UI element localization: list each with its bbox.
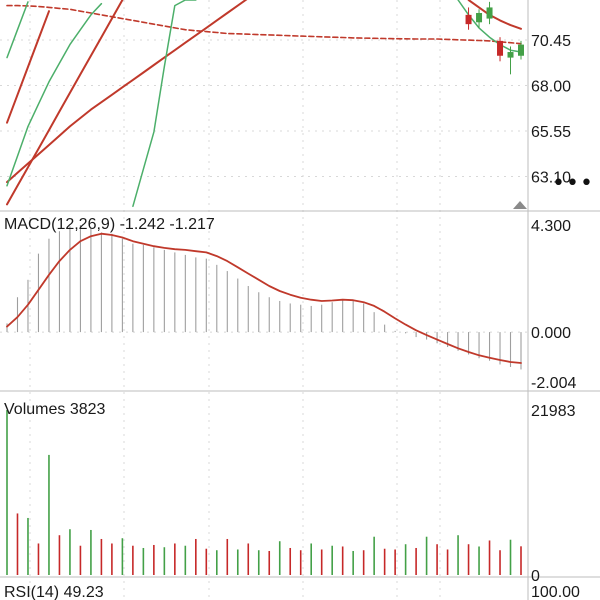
price-series-line: [6, 0, 124, 206]
macd-tick-label: -2.004: [531, 375, 576, 392]
collapse-panel-icon[interactable]: [513, 201, 527, 209]
price-tick-label: 68.00: [531, 78, 571, 95]
macd-tick-label: 4.300: [531, 218, 571, 235]
candle-body: [476, 13, 483, 23]
volume-title: Volumes 3823: [4, 401, 106, 418]
volume-tick-label: 21983: [531, 403, 576, 420]
price-series-line: [132, 0, 197, 208]
price-series-line: [6, 1, 29, 59]
price-series-line: [6, 2, 103, 187]
candle-body: [507, 52, 514, 58]
price-panel: [6, 0, 524, 208]
rsi-tick-label: 100.00: [531, 584, 580, 600]
candle-body: [518, 44, 524, 56]
price-tick-label: 65.55: [531, 124, 571, 141]
series-layer: [6, 0, 524, 575]
rsi-title: RSI(14) 49.23: [4, 584, 104, 600]
volume-tick-label: 0: [531, 568, 540, 585]
price-series-line: [6, 10, 50, 124]
more-horizontal-icon[interactable]: •••: [552, 171, 594, 196]
price-tick-label: 63.10: [531, 170, 571, 187]
macd-line: [6, 232, 522, 364]
macd-title: MACD(12,26,9) -1.242 -1.217: [4, 216, 215, 233]
candle-body: [465, 14, 472, 25]
candle-body: [497, 40, 504, 56]
price-series-line: [6, 4, 522, 45]
price-series-line: [467, 0, 522, 30]
price-tick-label: 70.45: [531, 33, 571, 50]
axis-layer: 70.45 68.00 65.55 63.10 4.300 0.000 -2.004 2198…: [531, 33, 580, 600]
price-series-line: [6, 0, 248, 184]
macd-tick-label: 0.000: [531, 325, 571, 342]
candle-body: [486, 7, 493, 19]
